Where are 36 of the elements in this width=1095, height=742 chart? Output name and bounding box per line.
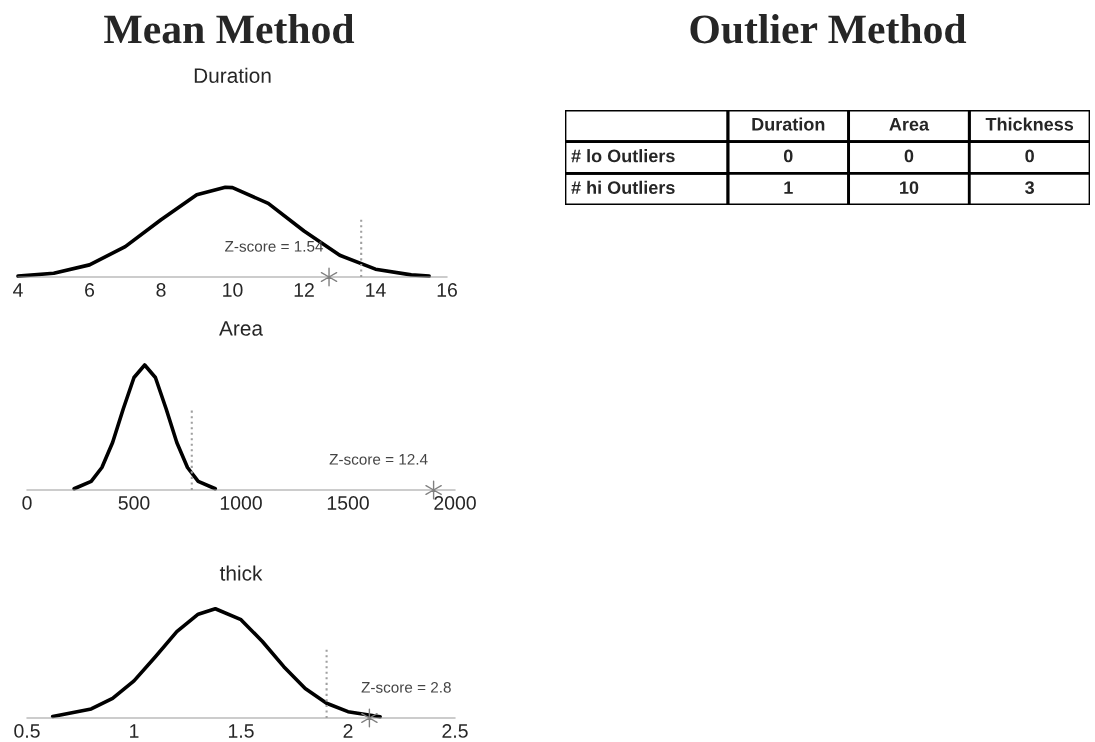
annotation: Z-score = 1.54 [225, 241, 324, 252]
data-label: 0 [783, 149, 793, 163]
x-tick-label: 0.5 [14, 724, 40, 738]
annotation: Z-score = 12.4 [329, 453, 428, 465]
x-tick-label: 500 [118, 496, 150, 510]
x-tick-label: Thickness [985, 117, 1074, 131]
x-tick-label: 6 [85, 283, 95, 297]
chart-title: Duration [194, 67, 271, 83]
x-tick-label: 0 [22, 496, 32, 510]
x-tick-label: 1500 [327, 496, 369, 510]
x-tick-label: 12 [294, 283, 314, 297]
x-tick-label: Duration [752, 117, 825, 131]
x-tick-label: 2000 [434, 496, 476, 510]
x-tick-label: 10 [223, 283, 243, 297]
annotation: Z-score = 2.8 [361, 681, 451, 693]
data-label: 0 [904, 149, 914, 163]
x-tick-label: 4 [13, 283, 23, 297]
text: Mean Method [104, 14, 355, 44]
data-label: 1 [784, 181, 793, 194]
chart-title: thick [219, 565, 263, 581]
x-tick-label: 2 [343, 724, 353, 738]
x-tick-label: 1 [130, 724, 139, 738]
x-tick-label: 14 [366, 283, 386, 297]
chart-title: Outlier Method [690, 14, 967, 44]
data-label: 10 [900, 181, 919, 195]
chart-title: Area [219, 321, 263, 336]
x-tick-label: Area [889, 118, 930, 131]
x-tick-label: 1000 [220, 496, 262, 510]
data-label: 3 [1025, 181, 1035, 195]
data-label: 0 [1025, 149, 1034, 163]
x-tick-label: 1.5 [228, 724, 254, 738]
x-tick-label: 16 [437, 283, 457, 297]
y-tick-label: # lo Outliers [571, 149, 675, 163]
y-tick-label: # hi Outliers [571, 180, 675, 195]
x-tick-label: 2.5 [442, 724, 468, 738]
x-tick-label: 8 [156, 283, 166, 297]
